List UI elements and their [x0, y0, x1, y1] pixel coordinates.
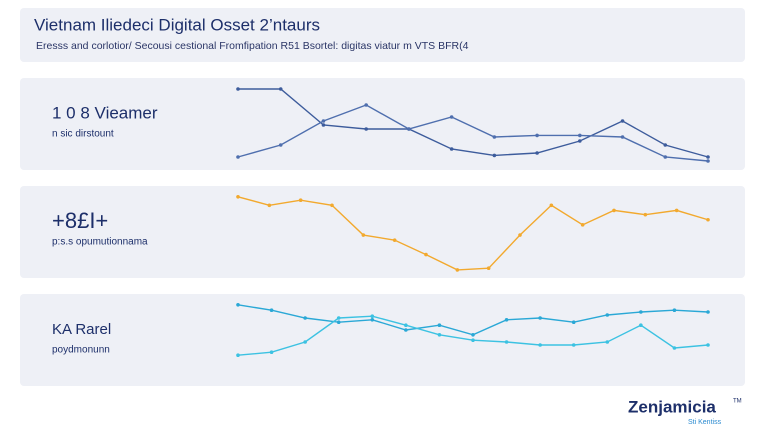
point	[578, 139, 582, 143]
point	[643, 212, 648, 217]
point	[449, 147, 454, 151]
point	[706, 217, 710, 222]
point	[486, 266, 491, 271]
point	[605, 340, 610, 344]
brand-tagline: Sti Kentiss	[688, 419, 722, 426]
point	[674, 208, 679, 213]
point	[236, 87, 240, 91]
panel-card	[20, 294, 745, 386]
point	[236, 155, 240, 159]
point	[518, 233, 522, 237]
panel-subtitle: p:s.s opumutionnama	[52, 237, 148, 248]
point	[278, 87, 283, 91]
point	[298, 198, 303, 202]
point	[321, 123, 326, 127]
point	[538, 343, 542, 347]
point	[370, 314, 375, 319]
point	[236, 195, 240, 199]
point	[639, 323, 643, 328]
point	[538, 316, 542, 320]
point	[303, 340, 307, 344]
point	[549, 203, 554, 208]
panel-title: KA Rarel	[52, 321, 111, 338]
point	[571, 320, 576, 325]
point	[455, 268, 460, 272]
point	[437, 333, 442, 337]
brand-name: Zenjamicia	[628, 397, 716, 416]
series-line	[238, 88, 709, 158]
point	[578, 133, 582, 138]
point	[706, 310, 710, 314]
point	[535, 133, 539, 138]
point	[303, 316, 307, 320]
point	[370, 318, 375, 322]
panel-title: 1 0 8 Vieamer	[52, 103, 158, 122]
point	[392, 238, 397, 242]
header-title: Vietnam Iliedeci Digital Osset 2’ntaurs	[34, 15, 320, 34]
point	[605, 313, 610, 317]
point	[535, 151, 539, 155]
panel-subtitle: n sic dirstount	[52, 129, 114, 140]
point	[278, 143, 283, 147]
point	[706, 343, 710, 347]
point	[336, 316, 341, 320]
point	[404, 328, 408, 332]
point	[504, 318, 509, 322]
point	[321, 119, 326, 123]
point	[364, 127, 368, 131]
series-line	[237, 104, 709, 162]
point	[571, 343, 576, 347]
point	[504, 340, 509, 344]
point	[236, 303, 240, 307]
series-line	[237, 196, 709, 271]
point	[336, 320, 341, 325]
brand-mark: TM	[733, 399, 742, 405]
panel-subtitle: poydmonunn	[52, 345, 110, 356]
point	[639, 310, 643, 314]
point	[492, 153, 497, 158]
point	[663, 155, 668, 159]
point	[471, 338, 475, 343]
point	[492, 135, 497, 139]
point	[330, 203, 334, 208]
point	[580, 223, 585, 227]
point	[404, 323, 408, 328]
point	[449, 115, 454, 119]
header-subtitle: Eresss and corlotior/ Secousi cestional …	[36, 40, 469, 52]
point	[236, 353, 240, 358]
panel-title: +8£I+	[52, 208, 108, 233]
point	[437, 323, 442, 328]
point	[424, 252, 428, 257]
point	[471, 333, 475, 337]
point	[267, 203, 272, 208]
point	[672, 346, 677, 350]
point	[706, 155, 710, 159]
point	[364, 103, 368, 107]
panel-card	[20, 186, 745, 278]
point	[620, 135, 625, 139]
point	[612, 208, 616, 213]
point	[407, 127, 411, 131]
point	[663, 143, 668, 147]
panel-card	[20, 78, 745, 170]
point	[706, 159, 710, 163]
point	[672, 308, 677, 313]
point	[269, 350, 274, 355]
point	[361, 233, 366, 237]
point	[620, 119, 625, 123]
header-card	[20, 8, 745, 62]
point	[269, 308, 274, 313]
